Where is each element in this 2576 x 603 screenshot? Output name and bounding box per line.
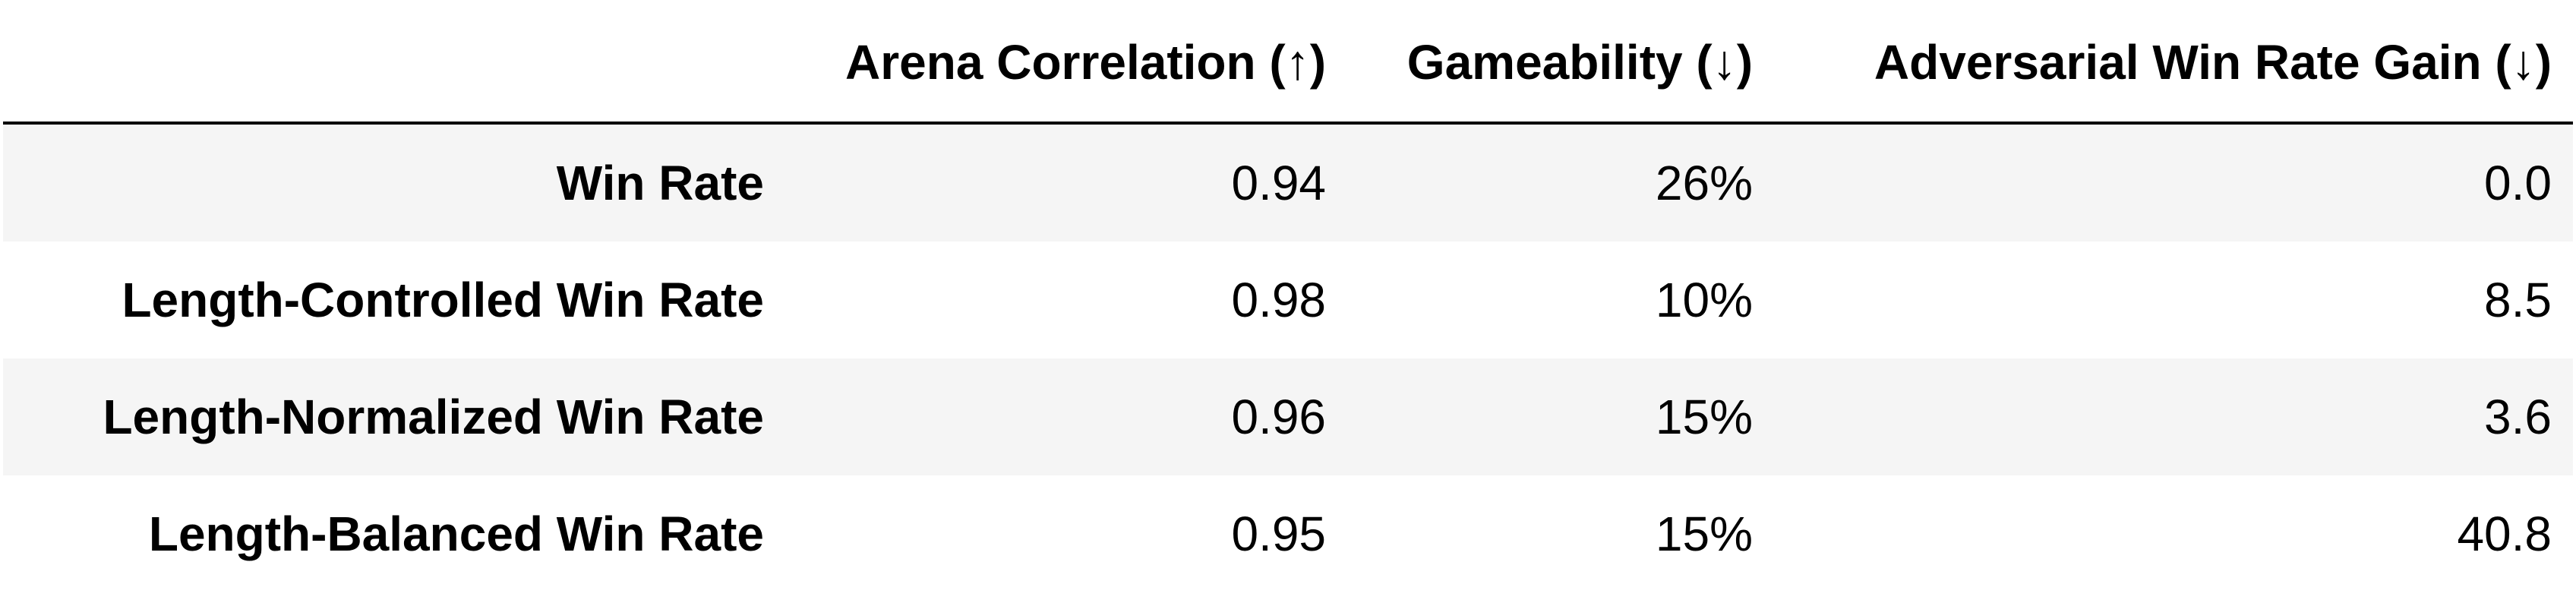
- results-table-container: Arena Correlation (↑) Gameability (↓) Ad…: [3, 3, 2573, 597]
- adversarial-gain-cell: 3.6: [2484, 390, 2552, 444]
- header-gameability: Gameability (↓): [1346, 3, 1769, 125]
- arena-correlation-cell: 0.98: [1231, 273, 1326, 327]
- adversarial-gain-cell: 0.0: [2484, 156, 2552, 210]
- adversarial-gain-cell: 8.5: [2484, 273, 2552, 327]
- table-row: Win Rate 0.94 26% 0.0: [3, 123, 2573, 242]
- row-label: Length-Balanced Win Rate: [148, 507, 764, 561]
- table-header-row: Arena Correlation (↑) Gameability (↓) Ad…: [3, 3, 2573, 125]
- gameability-cell: 15%: [1655, 390, 1753, 444]
- gameability-cell: 26%: [1655, 156, 1753, 210]
- header-adversarial-win-rate-gain: Adversarial Win Rate Gain (↓): [1769, 3, 2573, 125]
- arena-correlation-cell: 0.95: [1231, 507, 1326, 561]
- gameability-cell: 15%: [1655, 507, 1753, 561]
- table-row: Length-Balanced Win Rate 0.95 15% 40.8: [3, 475, 2573, 592]
- adversarial-gain-cell: 40.8: [2457, 507, 2552, 561]
- results-table: Arena Correlation (↑) Gameability (↓) Ad…: [3, 3, 2573, 592]
- row-label: Length-Normalized Win Rate: [103, 390, 764, 444]
- header-empty-cell: [3, 3, 775, 125]
- header-arena-correlation: Arena Correlation (↑): [775, 3, 1346, 125]
- arena-correlation-cell: 0.96: [1231, 390, 1326, 444]
- table-row: Length-Normalized Win Rate 0.96 15% 3.6: [3, 358, 2573, 475]
- row-label: Length-Controlled Win Rate: [122, 273, 764, 327]
- row-label: Win Rate: [556, 156, 764, 210]
- table-row: Length-Controlled Win Rate 0.98 10% 8.5: [3, 242, 2573, 358]
- gameability-cell: 10%: [1655, 273, 1753, 327]
- arena-correlation-cell: 0.94: [1231, 156, 1326, 210]
